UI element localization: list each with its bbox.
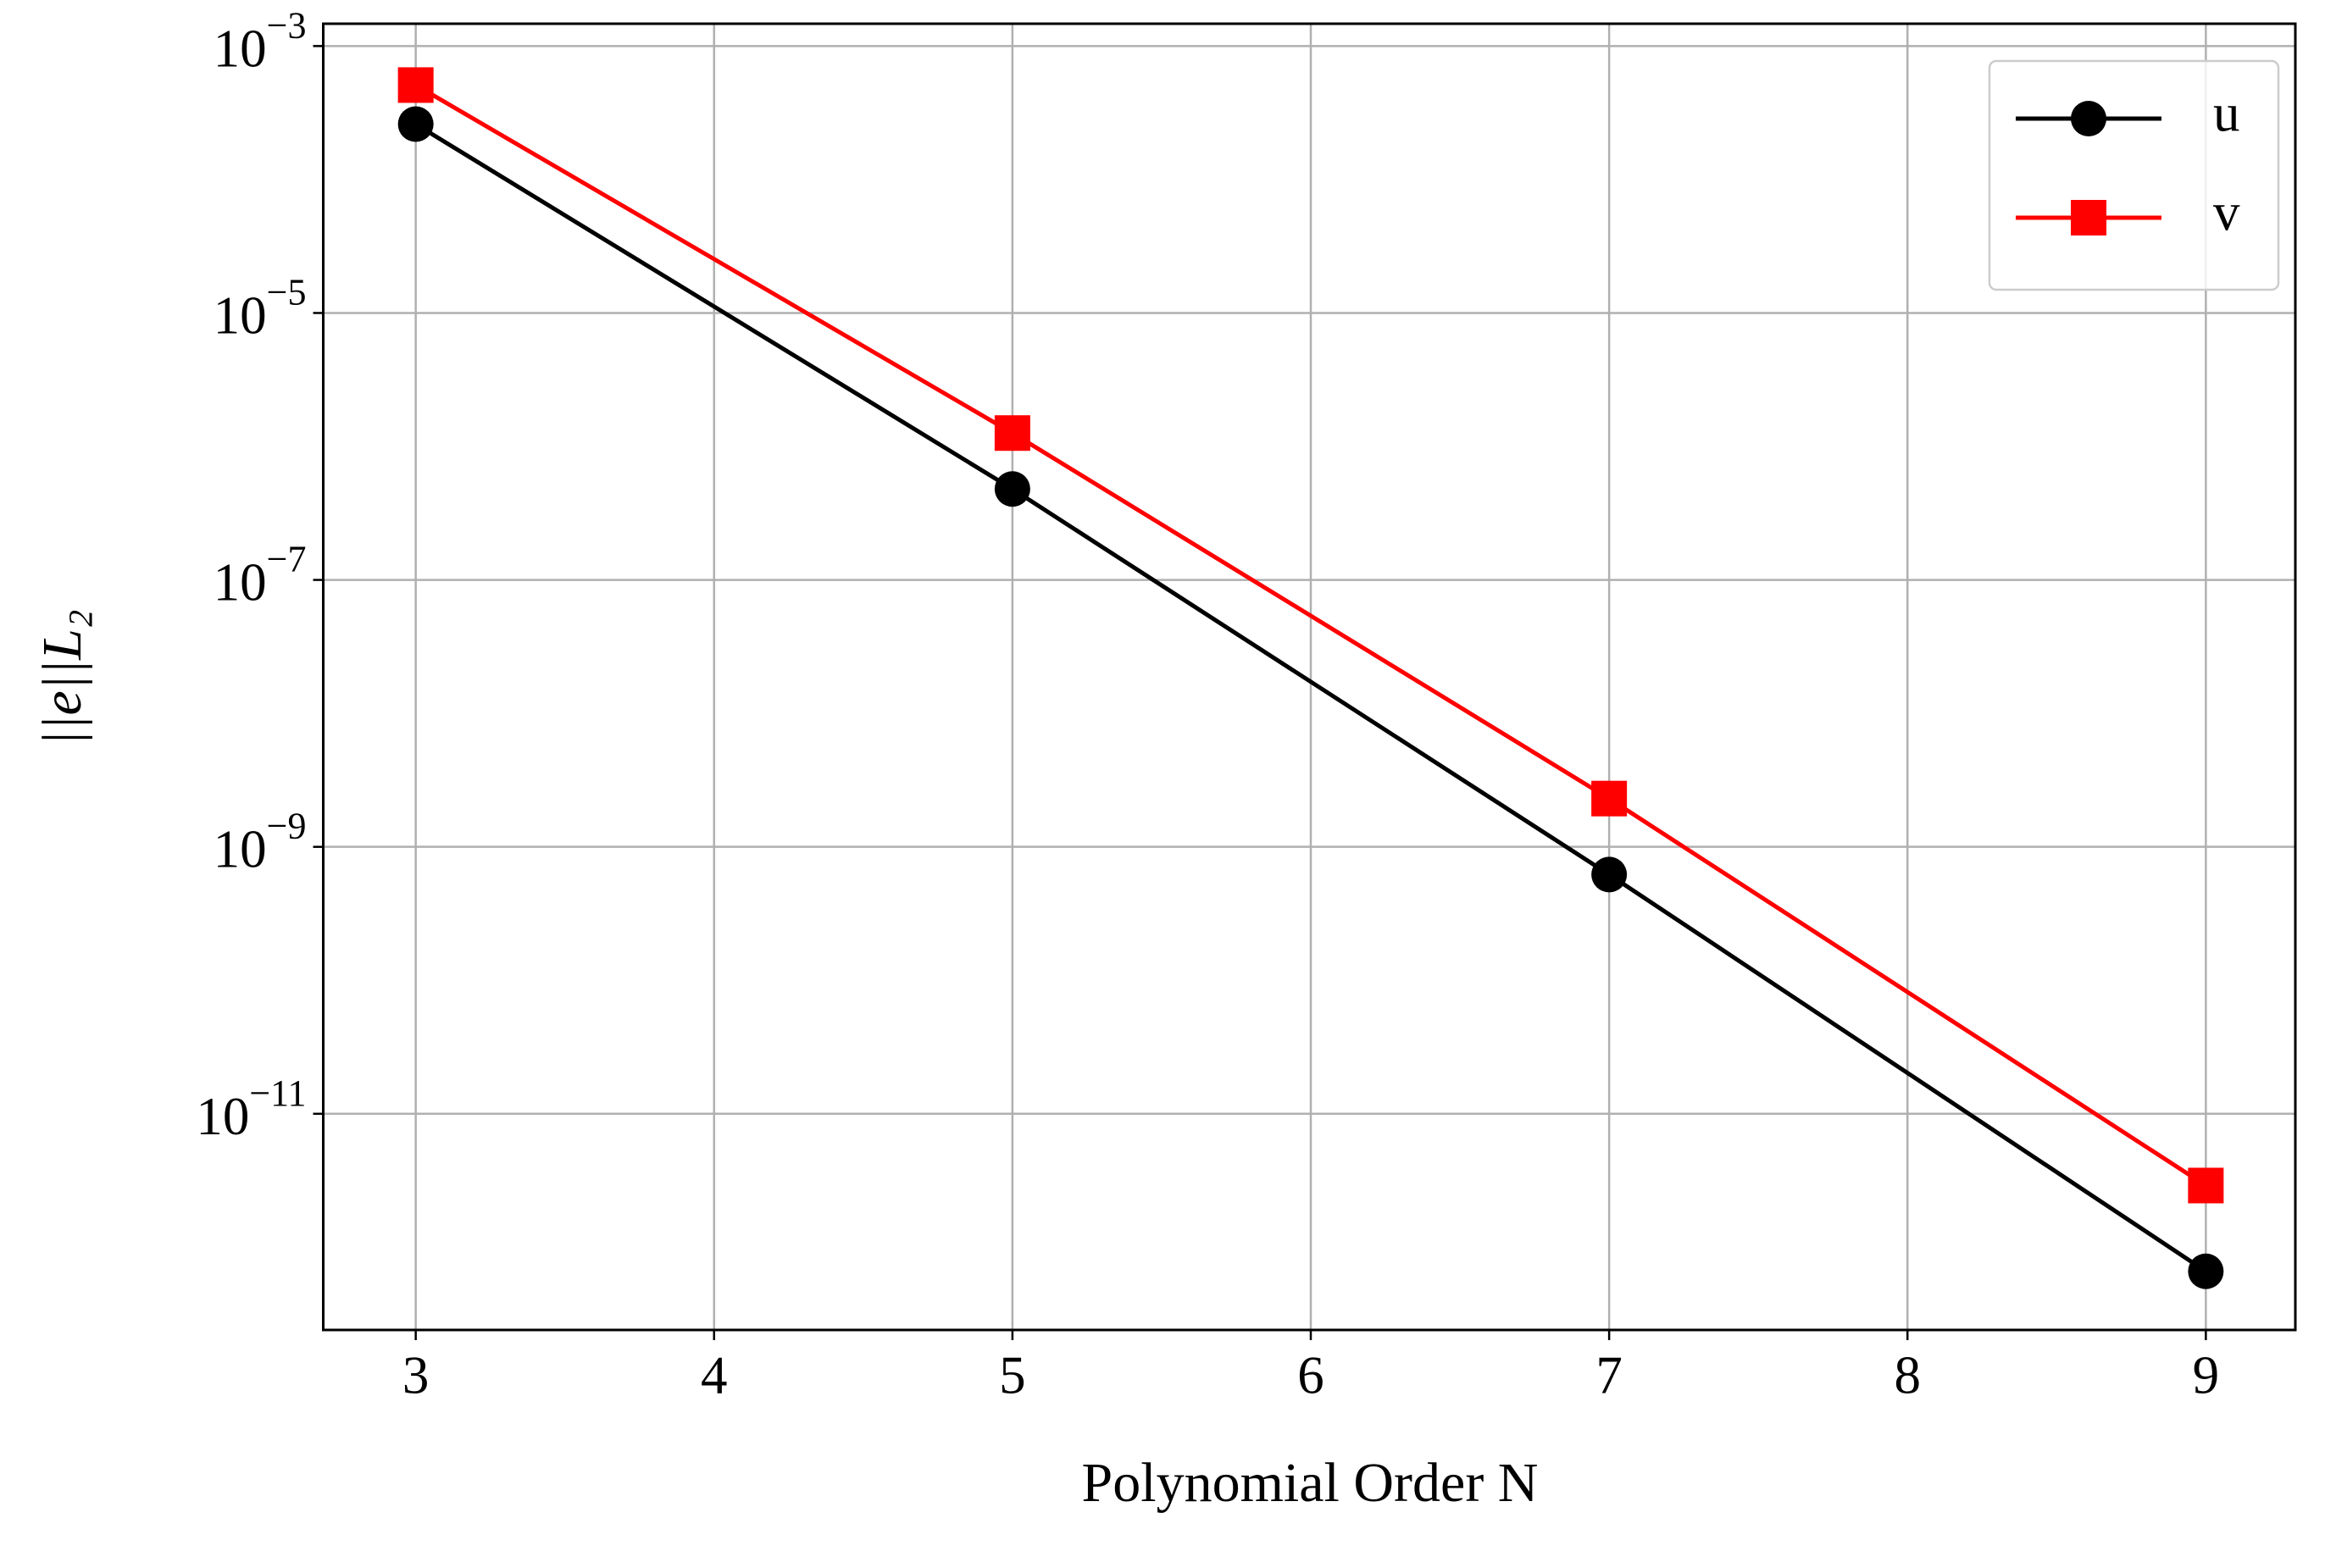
y-axis-label: ||e||L₂ bbox=[31, 609, 93, 746]
marker bbox=[2188, 1167, 2224, 1204]
y-tick-label: 10−11 bbox=[196, 1072, 306, 1146]
marker bbox=[1591, 780, 1628, 817]
legend-label: v bbox=[2213, 182, 2240, 241]
marker bbox=[1591, 856, 1628, 893]
x-tick-label: 8 bbox=[1894, 1345, 1921, 1405]
marker bbox=[397, 67, 434, 103]
y-tick-label: 10−9 bbox=[214, 806, 307, 879]
series-line bbox=[414, 122, 2207, 1273]
legend-label: u bbox=[2213, 83, 2240, 142]
marker bbox=[994, 471, 1030, 507]
series-line bbox=[414, 83, 2207, 1188]
legend: uv bbox=[1988, 59, 2280, 291]
plot-frame bbox=[322, 22, 2297, 1332]
marker bbox=[994, 415, 1030, 452]
x-tick-label: 3 bbox=[402, 1345, 430, 1405]
x-tick-label: 4 bbox=[701, 1345, 728, 1405]
x-tick-label: 6 bbox=[1297, 1345, 1324, 1405]
marker bbox=[2071, 101, 2106, 136]
x-tick-label: 5 bbox=[999, 1345, 1026, 1405]
marker bbox=[2188, 1253, 2224, 1289]
marker bbox=[397, 106, 434, 142]
x-tick-label: 7 bbox=[1595, 1345, 1623, 1405]
x-axis-label: Polynomial Order N bbox=[1082, 1452, 1539, 1514]
x-tick-label: 9 bbox=[2193, 1345, 2220, 1405]
y-tick-label: 10−7 bbox=[214, 539, 307, 612]
y-tick-label: 10−3 bbox=[214, 4, 307, 78]
y-tick-label: 10−5 bbox=[214, 272, 307, 346]
marker bbox=[2071, 200, 2106, 235]
